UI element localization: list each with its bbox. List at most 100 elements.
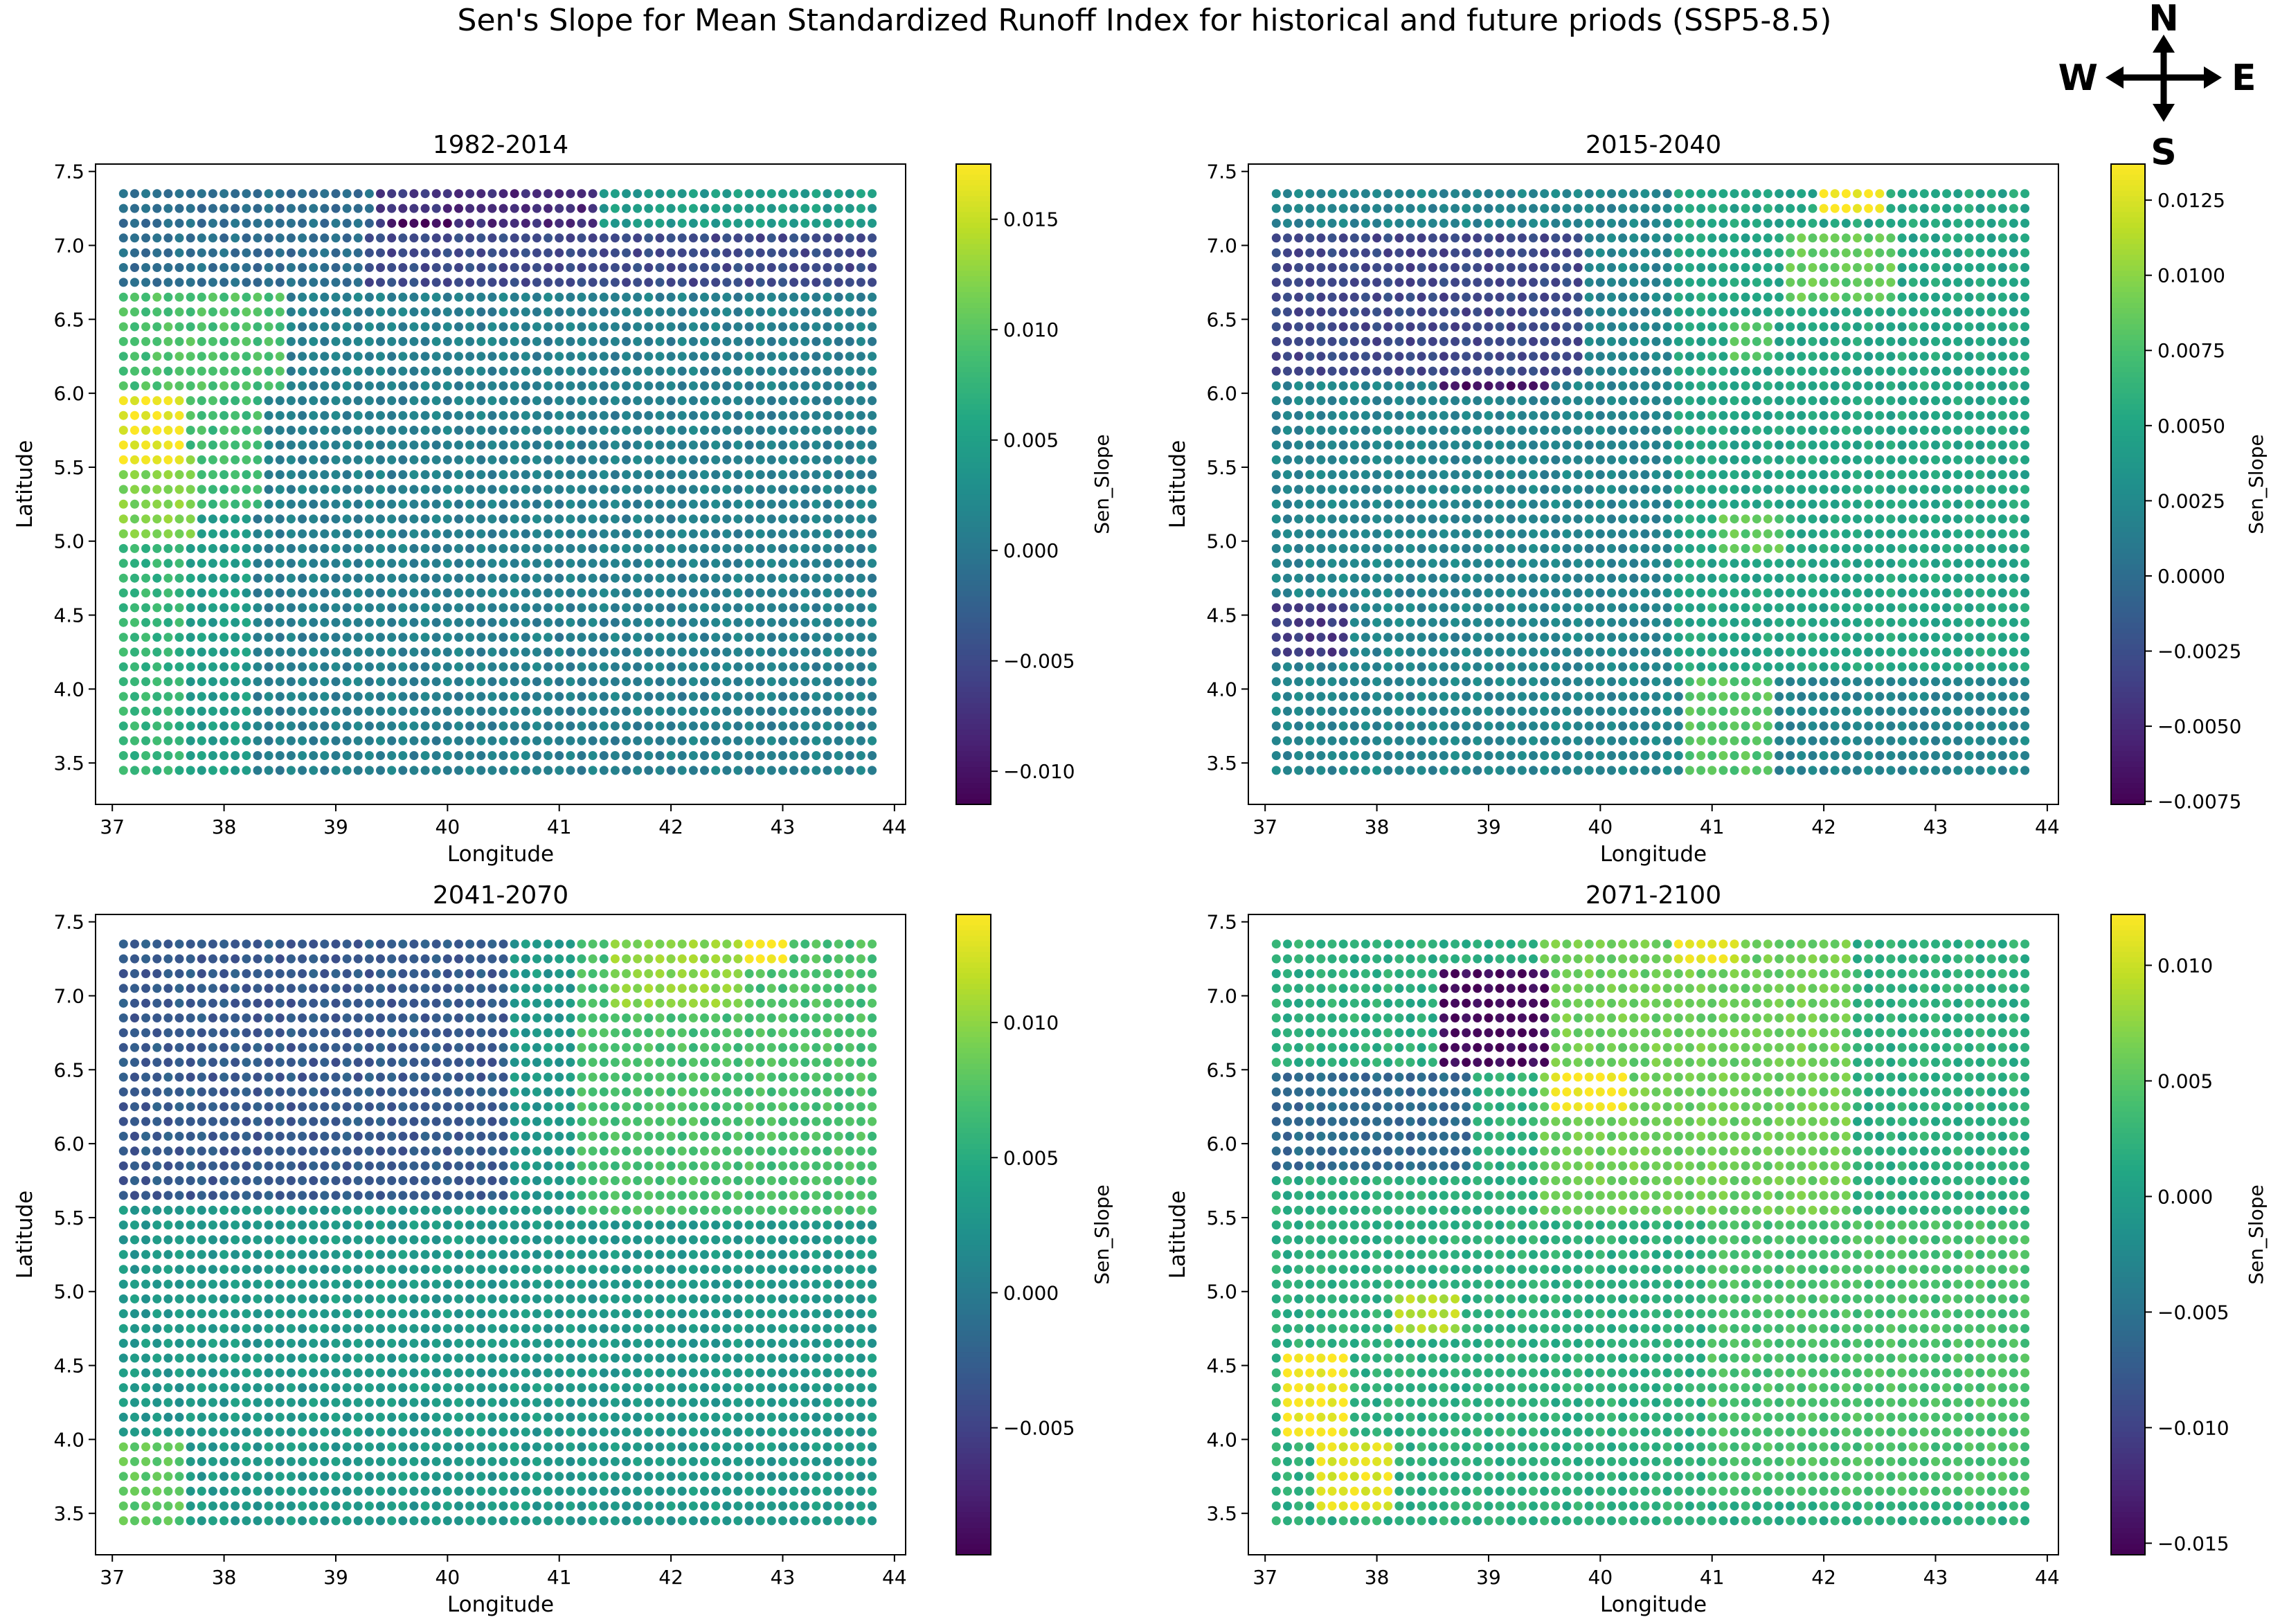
data-point bbox=[755, 336, 765, 346]
data-point bbox=[420, 292, 430, 302]
colorbar-segment bbox=[956, 553, 991, 560]
data-point bbox=[510, 366, 519, 376]
data-point bbox=[1763, 588, 1772, 597]
data-point bbox=[1540, 410, 1550, 420]
data-point bbox=[688, 721, 698, 731]
data-point bbox=[208, 366, 217, 376]
data-point bbox=[1595, 706, 1605, 716]
data-point bbox=[387, 485, 397, 494]
data-point bbox=[778, 485, 787, 494]
data-point bbox=[1540, 588, 1550, 597]
data-point bbox=[1573, 470, 1583, 480]
data-point bbox=[711, 721, 721, 731]
data-point bbox=[1853, 706, 1862, 716]
data-point bbox=[856, 189, 865, 199]
data-point bbox=[1651, 766, 1661, 775]
data-point bbox=[186, 529, 195, 539]
data-point bbox=[1730, 529, 1739, 539]
data-point bbox=[163, 677, 173, 687]
data-point bbox=[420, 189, 430, 199]
data-point bbox=[320, 514, 330, 524]
data-point bbox=[1283, 588, 1292, 597]
data-point bbox=[454, 322, 463, 332]
data-point bbox=[856, 633, 865, 642]
data-point bbox=[1607, 381, 1616, 390]
data-point bbox=[387, 410, 397, 420]
data-point bbox=[1975, 529, 1985, 539]
data-point bbox=[1495, 381, 1505, 390]
data-point bbox=[331, 633, 341, 642]
data-point bbox=[1908, 470, 1918, 480]
data-point bbox=[1942, 396, 1952, 406]
data-point bbox=[677, 706, 687, 716]
data-point bbox=[755, 322, 765, 332]
x-tick-label: 41 bbox=[547, 815, 572, 838]
data-point bbox=[1908, 440, 1918, 450]
data-point bbox=[1406, 352, 1415, 361]
data-point bbox=[1830, 499, 1840, 509]
data-point bbox=[577, 322, 586, 332]
data-point bbox=[1349, 647, 1359, 657]
data-point bbox=[298, 248, 307, 258]
data-point bbox=[1964, 410, 1974, 420]
data-point bbox=[442, 381, 452, 390]
data-point bbox=[253, 751, 262, 760]
data-point bbox=[163, 573, 173, 583]
data-point bbox=[1931, 633, 1940, 642]
data-point bbox=[409, 633, 419, 642]
data-point bbox=[510, 736, 519, 746]
data-point bbox=[566, 307, 575, 317]
data-point bbox=[856, 543, 865, 553]
data-point bbox=[856, 662, 865, 671]
data-point bbox=[1640, 736, 1650, 746]
data-point bbox=[1875, 559, 1885, 568]
data-point bbox=[219, 485, 229, 494]
data-point bbox=[1897, 633, 1907, 642]
data-point bbox=[1271, 588, 1281, 597]
data-point bbox=[320, 485, 330, 494]
data-point bbox=[744, 336, 754, 346]
data-point bbox=[1718, 617, 1728, 627]
data-point bbox=[722, 559, 732, 568]
data-point bbox=[1394, 426, 1404, 435]
data-point bbox=[376, 336, 385, 346]
data-point bbox=[1338, 352, 1348, 361]
data-point bbox=[1897, 366, 1907, 376]
data-point bbox=[309, 470, 318, 480]
data-point bbox=[845, 677, 854, 687]
data-point bbox=[1953, 543, 1963, 553]
data-point bbox=[1473, 426, 1482, 435]
data-point bbox=[118, 248, 128, 258]
data-point bbox=[1495, 322, 1505, 332]
data-point bbox=[622, 647, 631, 657]
data-point bbox=[286, 573, 296, 583]
data-point bbox=[1808, 396, 1817, 406]
data-point bbox=[811, 426, 821, 435]
data-point bbox=[677, 499, 687, 509]
data-point bbox=[544, 366, 553, 376]
data-point bbox=[610, 470, 620, 480]
data-point bbox=[1786, 647, 1795, 657]
data-point bbox=[1786, 514, 1795, 524]
data-point bbox=[1797, 751, 1806, 760]
data-point bbox=[1271, 677, 1281, 687]
data-point bbox=[1517, 455, 1527, 464]
data-point bbox=[633, 514, 643, 524]
data-point bbox=[1707, 573, 1717, 583]
data-point bbox=[1841, 603, 1851, 613]
data-point bbox=[1338, 692, 1348, 701]
data-point bbox=[744, 633, 754, 642]
data-point bbox=[700, 204, 709, 213]
data-point bbox=[387, 736, 397, 746]
data-point bbox=[141, 529, 151, 539]
data-point bbox=[566, 751, 575, 760]
data-point bbox=[655, 736, 665, 746]
data-point bbox=[1562, 692, 1572, 701]
data-point bbox=[1830, 336, 1840, 346]
data-point bbox=[1338, 396, 1348, 406]
data-point bbox=[789, 233, 799, 243]
data-point bbox=[487, 485, 497, 494]
data-point bbox=[1473, 410, 1482, 420]
data-point bbox=[599, 410, 609, 420]
data-point bbox=[1451, 766, 1460, 775]
